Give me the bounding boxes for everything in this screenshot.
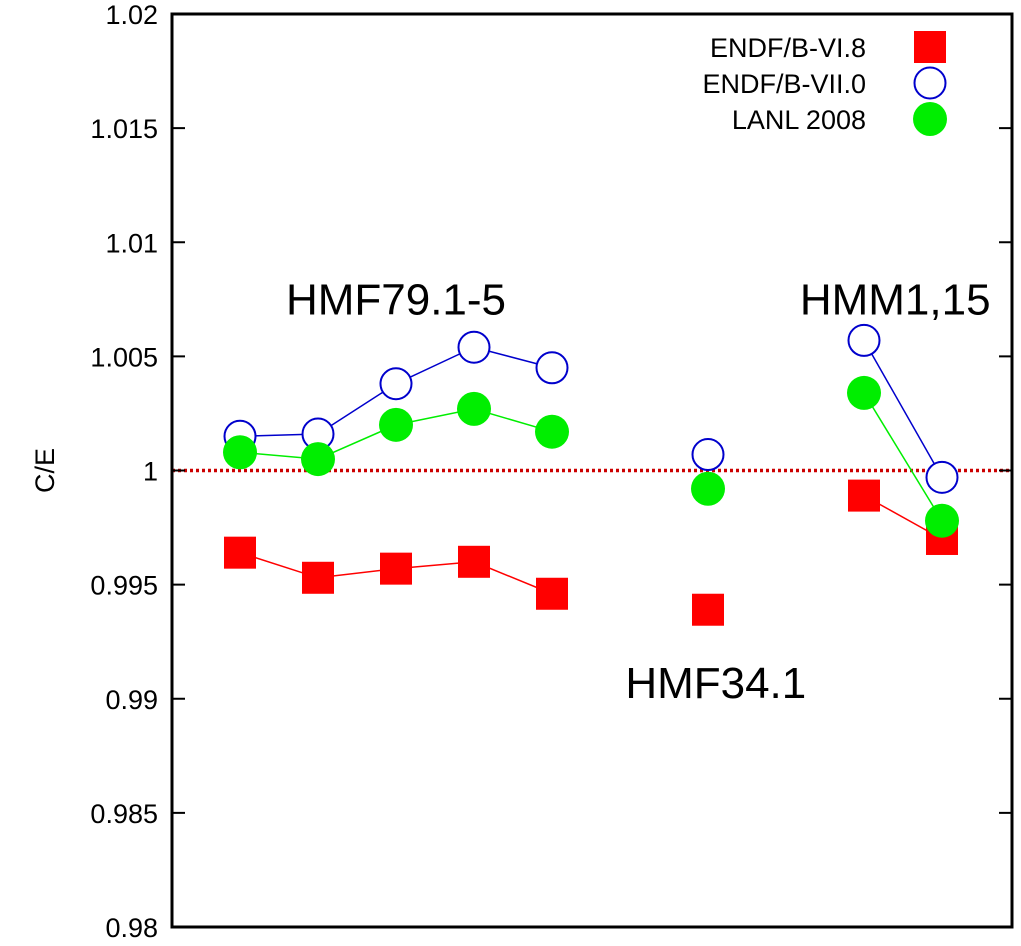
data-point: [536, 577, 568, 610]
legend-label: LANL 2008: [732, 105, 866, 135]
annotation-label: HMF79.1-5: [286, 275, 506, 324]
data-point: [691, 471, 725, 506]
y-axis-label: C/E: [30, 448, 60, 493]
y-tick-label: 0.98: [105, 913, 158, 943]
data-point: [925, 460, 959, 494]
series-endf-b-vi-8: [224, 479, 958, 626]
data-point: [925, 503, 959, 538]
y-tick-label: 1.01: [105, 228, 158, 258]
y-tick-label: 0.995: [90, 571, 158, 601]
series-layer: [223, 323, 959, 626]
y-tick-label: 0.985: [90, 799, 158, 829]
data-point: [379, 407, 413, 442]
data-point: [691, 438, 725, 472]
y-tick-label: 1.015: [90, 114, 158, 144]
series-lanl-2008: [223, 375, 959, 538]
y-ticks: 0.98 0.985 0.99 0.995 1 1.005 1.01 1.015 1.02: [90, 0, 1012, 943]
data-point: [847, 375, 881, 410]
data-point: [379, 367, 413, 401]
legend-label: ENDF/B-VI.8: [710, 33, 866, 63]
data-point: [692, 593, 724, 626]
y-tick-label: 0.99: [105, 685, 158, 715]
data-point: [848, 479, 880, 512]
data-point: [302, 561, 334, 594]
annotation-label: HMM1,15: [800, 275, 991, 324]
legend: ENDF/B-VI.8 ENDF/B-VII.0 LANL 2008: [702, 31, 947, 136]
legend-marker: [913, 102, 947, 136]
annotations: HMF79.1-5 HMM1,15 HMF34.1: [286, 275, 991, 707]
data-point: [535, 351, 569, 385]
data-point: [457, 330, 491, 364]
series-line: [863, 392, 943, 522]
y-tick-label: 1.02: [105, 0, 158, 30]
data-point: [535, 414, 569, 449]
data-point: [458, 545, 490, 578]
legend-marker: [913, 66, 947, 100]
y-tick-label: 1.005: [90, 342, 158, 372]
data-point: [301, 442, 335, 477]
series-endf-b-vii-0: [223, 323, 959, 494]
data-point: [223, 435, 257, 470]
y-tick-label: 1: [143, 457, 158, 487]
series-line: [863, 340, 943, 478]
data-point: [847, 323, 881, 357]
data-point: [457, 391, 491, 426]
data-point: [380, 552, 412, 585]
annotation-label: HMF34.1: [625, 659, 806, 708]
legend-label: ENDF/B-VII.0: [702, 69, 866, 99]
legend-marker: [914, 31, 946, 63]
data-point: [224, 536, 256, 569]
